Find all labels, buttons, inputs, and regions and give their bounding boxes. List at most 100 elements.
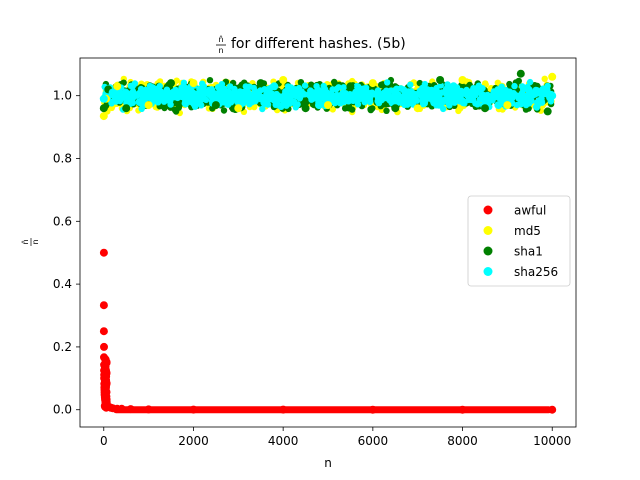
sha256-band-point	[155, 96, 163, 103]
awful-point	[102, 403, 111, 412]
title-text: for different hashes. (5b)	[231, 36, 406, 52]
y-tick-label: 0.8	[53, 151, 72, 165]
sha256-band-point	[263, 90, 270, 97]
y-tick-label: 1.0	[53, 89, 72, 103]
sha256-band-point	[259, 105, 266, 113]
sha256-band-point	[190, 89, 197, 97]
sha1-band-point	[369, 105, 376, 112]
md5-point	[234, 104, 243, 113]
sha256-point	[108, 88, 117, 97]
sha256-point	[404, 98, 413, 106]
sha256-band-point	[412, 91, 419, 98]
sha256-band-point	[272, 101, 279, 109]
sha1-band-point	[383, 107, 390, 115]
x-tick-label: 6000	[358, 434, 389, 448]
sha256-band-point	[513, 101, 521, 109]
x-axis-label: n	[324, 456, 332, 470]
legend-box	[467, 195, 571, 287]
sha256-band-point	[148, 86, 155, 94]
legend-label-sha256: sha256	[514, 265, 558, 279]
legend-marker-sha256	[483, 267, 493, 276]
sha1-point	[346, 82, 355, 91]
sha256-point	[225, 98, 234, 106]
md5-point	[368, 79, 377, 88]
legend-marker-sha1	[483, 246, 493, 256]
sha256-band-point	[167, 101, 174, 108]
md5-point	[458, 76, 467, 84]
sha256-band-point	[533, 104, 541, 111]
awful-point	[279, 405, 288, 414]
md5-band-point	[251, 103, 258, 111]
sha256-band-point	[387, 87, 394, 94]
sha256-band-point	[146, 92, 153, 100]
sha256-point	[494, 101, 503, 110]
awful-point	[100, 342, 108, 351]
md5-band-point	[541, 75, 548, 83]
sha256-band-point	[393, 92, 400, 99]
sha256-point	[359, 85, 368, 94]
sha256-band-point	[236, 88, 244, 95]
sha256-band-point	[308, 96, 315, 103]
sha256-band-point	[242, 83, 249, 90]
sha256-band-point	[536, 98, 543, 106]
sha256-band-point	[407, 81, 414, 88]
sha256-band-point	[378, 96, 385, 104]
sha1-point	[516, 69, 525, 78]
awful-point	[458, 405, 467, 414]
sha256-band-point	[301, 82, 309, 89]
sha256-band-point	[472, 91, 479, 99]
sha256-band-point	[269, 90, 276, 98]
plot-data	[99, 69, 557, 414]
sha256-band-point	[520, 92, 527, 99]
sha256-band-point	[436, 95, 443, 102]
sha256-band-point	[472, 100, 479, 107]
awful-point	[99, 301, 108, 310]
awful-point	[368, 405, 377, 414]
sha256-band-point	[479, 92, 487, 99]
sha256-point	[135, 98, 144, 106]
sha1-band-point	[220, 107, 228, 114]
sha256-band-point	[263, 99, 270, 107]
sha256-point	[449, 82, 458, 91]
sha256-band-point	[340, 84, 347, 91]
md5-band-point	[457, 105, 464, 112]
sha1-point	[122, 104, 131, 113]
sha1-band-point	[206, 77, 214, 84]
x-axis: 0 2000 4000 6000 8000 10000	[100, 427, 571, 448]
md5-point	[279, 76, 288, 84]
axes-frame	[79, 57, 577, 428]
sha256-point	[315, 101, 323, 110]
sha256-band-point	[248, 96, 255, 103]
awful-floor-band	[112, 406, 553, 414]
x-tick-label: 4000	[268, 434, 299, 448]
sha256-band-point	[524, 98, 532, 105]
awful-point	[144, 405, 153, 414]
sha1-point	[436, 76, 445, 84]
sha256-band-point	[509, 94, 516, 102]
title-fraction-denominator: n	[218, 46, 223, 55]
sha256-band-point	[251, 89, 258, 97]
sha1-band-point	[522, 106, 530, 113]
sha256-band-point	[208, 86, 216, 93]
md5-point	[99, 112, 108, 121]
sha256-band-point	[324, 96, 331, 103]
sha1-point	[256, 79, 265, 88]
sha256-band-point	[461, 90, 469, 97]
sha256-band-point	[526, 78, 534, 86]
sha256-band-point	[292, 104, 299, 111]
sha256-band-point	[191, 97, 198, 104]
y-tick-label: 0.2	[53, 340, 72, 354]
sha256-band-point	[485, 95, 492, 103]
sha1-band-point	[506, 80, 513, 88]
sha256-band-point	[328, 90, 335, 98]
sha256-band-point	[234, 98, 241, 106]
sha256-band-point	[423, 93, 431, 100]
md5-point	[503, 101, 512, 110]
legend-marker-md5	[483, 226, 493, 235]
series-md5	[99, 72, 557, 121]
sha256-band-point	[345, 98, 352, 105]
md5-point	[413, 104, 422, 113]
sha256-band-point	[225, 88, 232, 96]
sha1-band-point	[172, 108, 180, 115]
sha256-band-point	[151, 95, 158, 102]
